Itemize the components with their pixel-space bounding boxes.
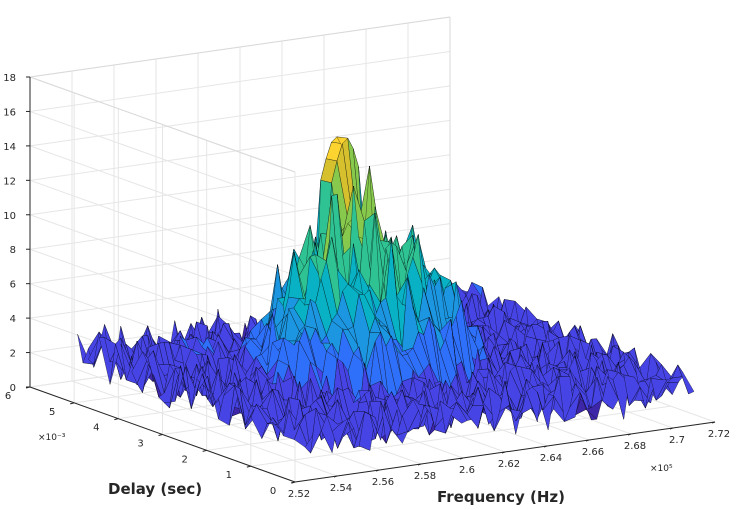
y-tick-label: 3 bbox=[137, 439, 143, 450]
y-tick-mark bbox=[202, 449, 207, 452]
y-tick-label: 1 bbox=[226, 470, 232, 481]
z-tick-label: 14 bbox=[3, 142, 16, 153]
x-tick-label: 2.6 bbox=[459, 465, 475, 476]
y-tick-label: 4 bbox=[93, 423, 99, 434]
z-tick-label: 4 bbox=[10, 314, 16, 325]
x-tick-label: 2.58 bbox=[414, 471, 436, 482]
y-tick-label: 2 bbox=[181, 454, 187, 465]
tick-labels: 2.52 2.54 2.56 2.58 2.6 2.62 2.64 2.66 2.68 2.7 2.… bbox=[3, 73, 730, 500]
x-tick-label: 2.56 bbox=[372, 477, 394, 488]
frame-edge bbox=[29, 16, 451, 78]
y-tick-mark bbox=[290, 481, 296, 484]
x-axis-label: Frequency (Hz) bbox=[437, 488, 565, 506]
x-tick-mark bbox=[375, 469, 380, 472]
grid-line bbox=[29, 214, 296, 311]
y-tick-mark bbox=[246, 465, 251, 468]
y-tick-label: 5 bbox=[49, 407, 55, 418]
z-tick-label: 8 bbox=[10, 245, 16, 256]
grid-line bbox=[29, 145, 296, 242]
surface-patch bbox=[677, 364, 695, 395]
grid-line bbox=[250, 405, 671, 467]
z-tick-label: 18 bbox=[3, 73, 16, 84]
x-tick-mark bbox=[669, 427, 674, 430]
x-tick-label: 2.72 bbox=[708, 429, 730, 440]
x-tick-mark bbox=[543, 445, 548, 448]
z-tick-label: 6 bbox=[10, 280, 16, 291]
x-tick-mark bbox=[459, 457, 464, 460]
grid-line bbox=[29, 154, 451, 216]
x-tick-mark bbox=[585, 439, 590, 442]
x-tick-mark bbox=[333, 475, 338, 478]
z-tick-label: 12 bbox=[3, 176, 16, 187]
grid-line bbox=[29, 188, 451, 250]
frame-edge bbox=[29, 76, 296, 173]
x-tick-label: 2.68 bbox=[624, 441, 646, 452]
x-tick-label: 2.62 bbox=[498, 459, 520, 470]
z-tick-label: 16 bbox=[3, 107, 16, 118]
grid-line bbox=[29, 179, 296, 276]
x-tick-label: 2.54 bbox=[330, 483, 352, 494]
x-tick-label: 2.52 bbox=[288, 489, 310, 500]
surface-mesh bbox=[77, 136, 695, 454]
x-multiplier-label: ×10⁵ bbox=[650, 464, 673, 474]
x-tick-label: 2.7 bbox=[669, 435, 685, 446]
y-axis-label: Delay (sec) bbox=[108, 480, 202, 498]
y-tick-label: 6 bbox=[5, 391, 11, 402]
x-tick-mark bbox=[501, 451, 506, 454]
x-tick-mark bbox=[627, 433, 632, 436]
x-tick-mark bbox=[711, 421, 716, 424]
y-tick-mark bbox=[114, 418, 119, 421]
grid-line bbox=[29, 85, 451, 147]
x-tick-mark bbox=[417, 463, 422, 466]
x-tick-label: 2.64 bbox=[540, 453, 562, 464]
z-tick-label: 10 bbox=[3, 211, 16, 222]
y-tick-mark bbox=[70, 402, 75, 405]
z-tick-label: 0 bbox=[10, 383, 16, 394]
y-multiplier-label: ×10⁻³ bbox=[38, 433, 66, 443]
grid-line bbox=[29, 119, 451, 181]
y-tick-label: 0 bbox=[270, 486, 276, 497]
grid-line bbox=[29, 110, 296, 207]
z-tick-label: 2 bbox=[10, 349, 16, 360]
x-tick-label: 2.66 bbox=[582, 447, 604, 458]
y-tick-mark bbox=[158, 434, 163, 436]
grid-line bbox=[29, 50, 451, 112]
